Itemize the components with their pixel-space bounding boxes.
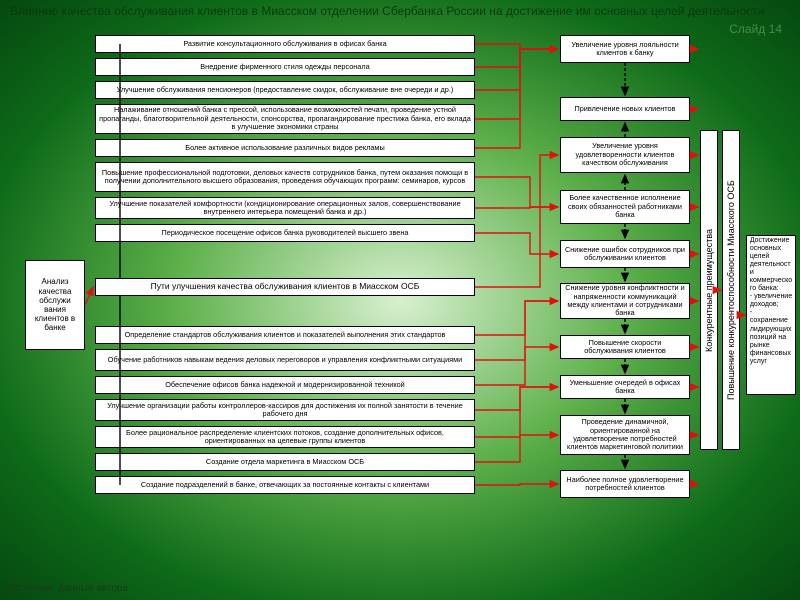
- left-box-6: Улучшение показателей комфортности (конд…: [95, 197, 475, 219]
- left-box-0: Развитие консультационного обслуживания …: [95, 35, 475, 53]
- left-box-4: Более активное использование различных в…: [95, 139, 475, 157]
- goals-box: Достижение основных целей деятельност и …: [746, 235, 796, 395]
- left-box-10: Обучение работников навыкам ведения дело…: [95, 349, 475, 371]
- analysis-box: Анализ качества обслужи вания клиентов в…: [25, 260, 85, 350]
- source-label: Источник: данные автора: [10, 583, 128, 594]
- right-box-4: Снижение ошибок сотрудников при обслужив…: [560, 240, 690, 268]
- left-box-11: Обеспечение офисов банка надежной и моде…: [95, 376, 475, 394]
- competitiveness-up: Повышение конкурентоспособности Миасског…: [722, 130, 740, 450]
- slide-root: Влияние качества обслуживания клиентов в…: [0, 0, 800, 600]
- left-box-15: Создание подразделений в банке, отвечающ…: [95, 476, 475, 494]
- right-box-7: Уменьшение очередей в офисах банка: [560, 375, 690, 399]
- left-box-2: Улучшение обслуживания пенсионеров (пред…: [95, 81, 475, 99]
- competitive-advantages: Конкурентные преимущества: [700, 130, 718, 450]
- left-box-1: Внедрение фирменного стиля одежды персон…: [95, 58, 475, 76]
- right-box-1: Привлечение новых клиентов: [560, 97, 690, 121]
- right-box-8: Проведение динамичной, ориентированной н…: [560, 415, 690, 455]
- slide-title: Влияние качества обслуживания клиентов в…: [10, 4, 790, 18]
- slide-number: Слайд 14: [729, 22, 782, 36]
- left-box-13: Более рациональное распределение клиентс…: [95, 426, 475, 448]
- left-box-9: Определение стандартов обслуживания клие…: [95, 326, 475, 344]
- right-box-5: Снижение уровня конфликтности и напряжен…: [560, 283, 690, 319]
- left-box-8: Пути улучшения качества обслуживания кли…: [95, 278, 475, 296]
- right-box-2: Увеличение уровня удовлетворенности клие…: [560, 137, 690, 173]
- left-box-7: Периодическое посещение офисов банка рук…: [95, 224, 475, 242]
- right-box-0: Увеличение уровня лояльности клиентов к …: [560, 35, 690, 63]
- right-box-3: Более качественное исполнение своих обяз…: [560, 190, 690, 224]
- left-box-14: Создание отдела маркетинга в Миасском ОС…: [95, 453, 475, 471]
- left-box-3: Налаживание отношений банка с прессой, и…: [95, 104, 475, 134]
- left-box-12: Улучшение организации работы контроллеро…: [95, 399, 475, 421]
- left-box-5: Повышение профессиональной подготовки, д…: [95, 162, 475, 192]
- right-box-9: Наиболее полное удовлетворение потребнос…: [560, 470, 690, 498]
- right-box-6: Повышение скорости обслуживания клиентов: [560, 335, 690, 359]
